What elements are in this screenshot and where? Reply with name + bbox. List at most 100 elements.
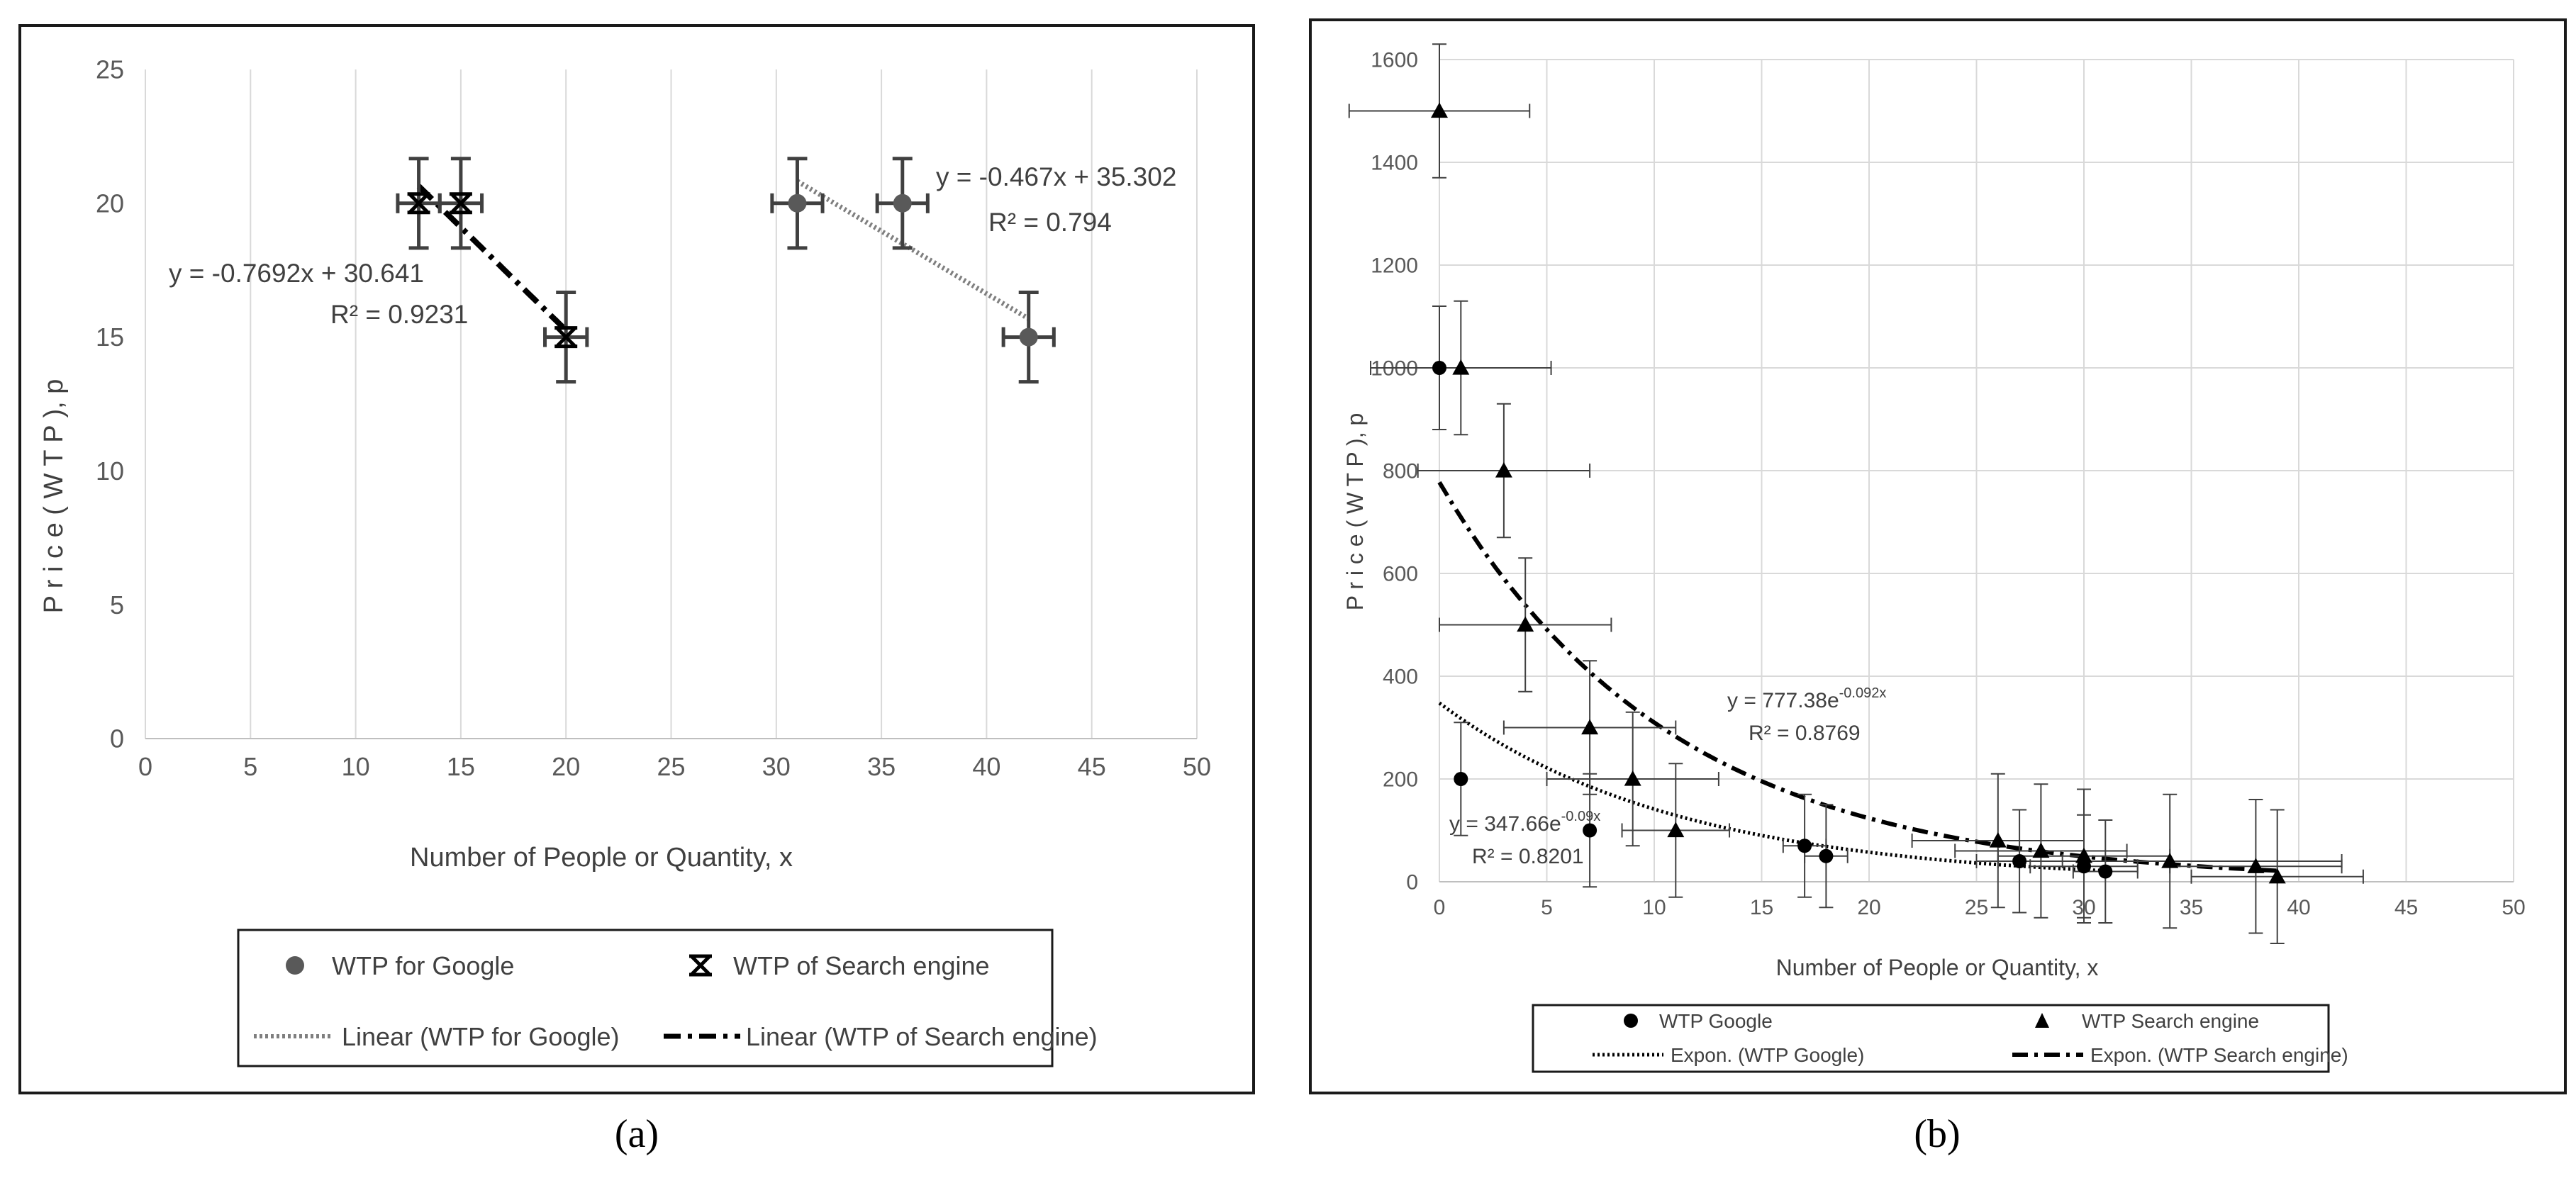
x-tick-label-a-1: 5 bbox=[243, 752, 257, 781]
legend-box-b bbox=[1532, 1004, 2330, 1073]
legend-label-linear-google-a: Linear (WTP for Google) bbox=[342, 1022, 619, 1051]
y-tick-label-a-0: 0 bbox=[110, 724, 124, 753]
data-point-b-1-7 bbox=[1989, 832, 2007, 848]
x-tick-label-b-4: 20 bbox=[1857, 896, 1880, 919]
y-tick-label-a-2: 10 bbox=[96, 456, 124, 486]
data-point-b-0-7 bbox=[2098, 864, 2113, 879]
trendline-b-0 bbox=[1438, 701, 2106, 873]
r2-google-b: R² = 0.8201 bbox=[1472, 845, 1584, 868]
data-point-b-1-6 bbox=[1667, 822, 1685, 838]
data-point-b-0-0 bbox=[1432, 361, 1446, 375]
legend-label-search-a: WTP of Search engine bbox=[733, 951, 990, 980]
data-point-b-1-4 bbox=[1581, 719, 1599, 735]
x-tick-label-b-10: 50 bbox=[2502, 896, 2525, 919]
data-point-b-0-5 bbox=[2012, 854, 2027, 868]
x-tick-label-b-9: 45 bbox=[2394, 896, 2418, 919]
data-point-a-0-0 bbox=[788, 194, 807, 213]
tick-labels-a: 0 5 10 15 20 25 30 35 40 45 50 0 5 10 15 20 25 bbox=[96, 55, 1211, 781]
x-tick-label-b-5: 25 bbox=[1965, 896, 1988, 919]
equation-google-a: y = -0.467x + 35.302 bbox=[936, 162, 1176, 191]
x-tick-label-a-4: 20 bbox=[552, 752, 580, 781]
x-tick-label-b-7: 35 bbox=[2180, 896, 2203, 919]
legend-label-google-a: WTP for Google bbox=[332, 951, 514, 980]
x-tick-label-a-6: 30 bbox=[762, 752, 791, 781]
x-tick-label-b-3: 15 bbox=[1750, 896, 1773, 919]
legend-label-google-b: WTP Google bbox=[1659, 1010, 1773, 1032]
data-point-b-1-1 bbox=[1452, 359, 1470, 375]
error-bars-a bbox=[396, 157, 1056, 384]
y-tick-label-b-7: 1400 bbox=[1371, 152, 1418, 175]
legend-marker-google-b bbox=[1624, 1014, 1638, 1028]
data-point-b-0-2 bbox=[1583, 823, 1598, 838]
data-points-a bbox=[407, 192, 1038, 349]
y-tick-label-b-4: 800 bbox=[1383, 460, 1418, 483]
x-tick-label-a-5: 25 bbox=[657, 752, 685, 781]
chart-panel-b: 0 5 10 15 20 25 30 35 40 45 5002004006008001000120… bbox=[1309, 18, 2567, 1094]
equation-search-b: y = 777.38e-0.092x bbox=[1727, 685, 1886, 712]
r2-search-b: R² = 0.8769 bbox=[1749, 722, 1861, 745]
data-point-b-1-12 bbox=[2268, 868, 2286, 884]
data-point-b-1-10 bbox=[2161, 853, 2179, 868]
x-axis-label-b: Number of People or Quantity, x bbox=[1776, 955, 2099, 980]
data-point-b-1-9 bbox=[2075, 847, 2092, 863]
y-tick-label-a-4: 20 bbox=[96, 189, 124, 218]
y-tick-label-b-3: 600 bbox=[1383, 563, 1418, 586]
data-point-a-1-2 bbox=[554, 326, 578, 349]
x-tick-label-a-10: 50 bbox=[1183, 752, 1211, 781]
x-tick-label-b-0: 0 bbox=[1434, 896, 1446, 919]
x-tick-label-a-8: 40 bbox=[972, 752, 1000, 781]
data-points-b bbox=[1431, 102, 2286, 884]
trendline-a-0 bbox=[796, 179, 1030, 321]
x-tick-label-a-0: 0 bbox=[138, 752, 152, 781]
legend-box-a bbox=[237, 929, 1054, 1067]
data-point-b-1-8 bbox=[2032, 842, 2050, 858]
tick-labels-b: 0 5 10 15 20 25 30 35 40 45 5002004006008001000120… bbox=[1371, 49, 2525, 920]
equation-google-b: y = 347.66e-0.09x bbox=[1449, 809, 1600, 836]
equation-search-a: y = -0.7692x + 30.641 bbox=[169, 259, 424, 288]
data-point-b-1-5 bbox=[1624, 770, 1641, 786]
y-tick-label-b-0: 0 bbox=[1406, 871, 1418, 895]
x-tick-label-b-2: 10 bbox=[1642, 896, 1666, 919]
data-point-a-0-2 bbox=[1019, 327, 1038, 347]
data-point-b-0-3 bbox=[1797, 839, 1812, 853]
data-point-b-1-2 bbox=[1495, 462, 1512, 478]
x-tick-label-b-1: 5 bbox=[1541, 896, 1553, 919]
data-point-b-1-3 bbox=[1517, 616, 1534, 632]
data-point-b-1-0 bbox=[1431, 102, 1448, 118]
r2-search-a: R² = 0.9231 bbox=[330, 300, 468, 329]
legend-marker-search-a bbox=[689, 954, 712, 977]
y-tick-label-a-5: 25 bbox=[96, 55, 124, 84]
grid-a bbox=[145, 69, 1198, 739]
x-tick-label-a-3: 15 bbox=[447, 752, 475, 781]
trendline-a-1 bbox=[416, 184, 568, 332]
y-axis-label-b: P r i c e ( W T P ), p bbox=[1342, 413, 1368, 611]
legend-label-expon-google-b: Expon. (WTP Google) bbox=[1671, 1044, 1864, 1066]
x-tick-label-b-8: 40 bbox=[2287, 896, 2310, 919]
data-point-a-1-0 bbox=[407, 192, 430, 215]
data-point-b-0-1 bbox=[1454, 772, 1468, 786]
data-point-a-1-1 bbox=[449, 192, 472, 215]
x-axis-label-a: Number of People or Quantity, x bbox=[410, 843, 793, 873]
data-point-b-1-11 bbox=[2247, 858, 2265, 873]
chart-frame-a bbox=[18, 24, 1255, 1094]
y-tick-label-b-1: 200 bbox=[1383, 768, 1418, 792]
chart-panel-a: 0 5 10 15 20 25 30 35 40 45 50 0 5 10 15 20 25 y = -0.76… bbox=[18, 24, 1255, 1094]
y-tick-label-b-6: 1200 bbox=[1371, 254, 1418, 278]
legend-label-expon-search-b: Expon. (WTP Search engine) bbox=[2090, 1044, 2348, 1066]
r2-google-a: R² = 0.794 bbox=[988, 208, 1112, 237]
chart-frame-b bbox=[1309, 18, 2567, 1094]
y-tick-label-a-3: 15 bbox=[96, 323, 124, 352]
y-axis-label-a: P r i c e ( W T P ), p bbox=[39, 379, 69, 614]
caption-b: (b) bbox=[1914, 1112, 1960, 1156]
x-tick-label-a-7: 35 bbox=[867, 752, 896, 781]
x-tick-label-a-2: 10 bbox=[342, 752, 370, 781]
y-tick-label-a-1: 5 bbox=[110, 590, 124, 619]
data-point-a-0-1 bbox=[893, 194, 912, 213]
trendlines-a bbox=[416, 179, 1030, 332]
x-tick-label-a-9: 45 bbox=[1078, 752, 1106, 781]
data-point-b-0-4 bbox=[1819, 848, 1834, 863]
legend-marker-google-a bbox=[286, 956, 304, 975]
legend-label-search-b: WTP Search engine bbox=[2082, 1010, 2259, 1032]
legend-label-linear-search-a: Linear (WTP of Search engine) bbox=[746, 1022, 1098, 1051]
